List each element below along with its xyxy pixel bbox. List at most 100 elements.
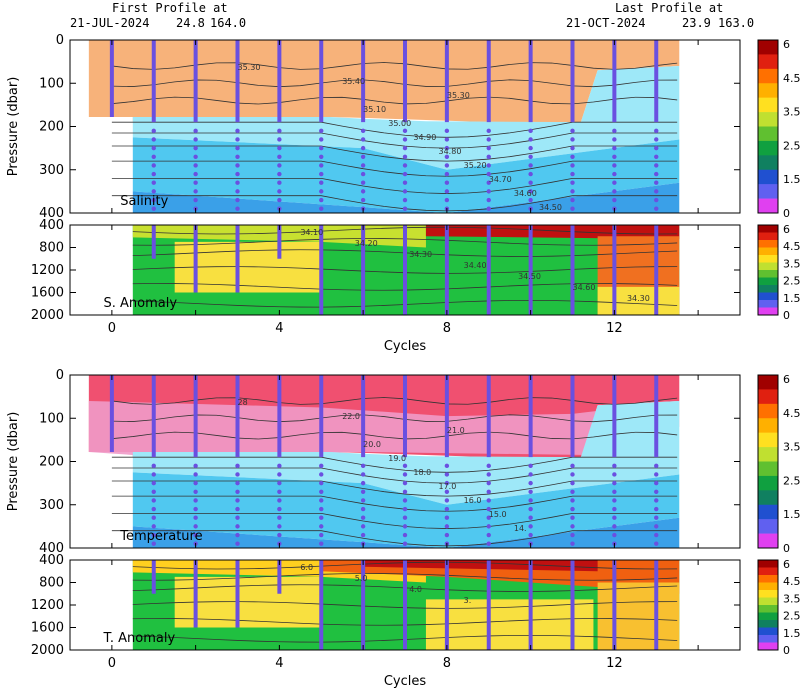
profile-dot	[654, 472, 659, 477]
profile-dot	[235, 137, 240, 142]
contour-label: 34.60	[514, 189, 537, 198]
colorbar-swatch	[758, 582, 778, 591]
profile-dot	[612, 163, 617, 168]
profile-dot	[402, 489, 408, 494]
profile-dot	[235, 472, 240, 477]
profile-dot	[360, 489, 366, 494]
contour-label: 35.10	[363, 105, 386, 114]
profile-dot	[612, 154, 617, 159]
profile-dot	[193, 171, 198, 177]
panel-title: Salinity	[120, 194, 168, 209]
x-tick-label: 12	[606, 321, 623, 336]
profile-dot	[277, 197, 282, 203]
colorbar-swatch	[758, 627, 778, 636]
contour-line	[111, 495, 678, 512]
x-tick-label: 0	[108, 656, 116, 671]
colorbar-swatch	[758, 255, 778, 263]
y-tick-label: 200	[39, 120, 64, 135]
profile-dot	[193, 189, 198, 194]
profile-dot	[277, 472, 282, 477]
profile-dot	[654, 171, 659, 177]
profile-dot	[444, 506, 450, 512]
profile-dot	[402, 463, 408, 469]
profile-dot	[528, 489, 533, 494]
profile-dot	[402, 472, 408, 477]
profile-dot	[319, 154, 324, 159]
profile-dot	[402, 197, 408, 203]
profile-dot	[612, 472, 617, 477]
profile-dot	[402, 532, 408, 538]
profile-dot	[444, 154, 450, 159]
contour-label: 20.0	[363, 440, 381, 449]
profile-dot	[654, 532, 659, 538]
profile-dot	[570, 137, 575, 142]
plot-area: 28 22.0 21.0 20.0 19.0 18.0 17.0 16.0 15.0 14.	[88, 375, 680, 548]
profile-dot	[570, 171, 575, 177]
colorbar-swatch	[758, 418, 778, 433]
y-tick-label: 400	[39, 541, 64, 556]
profile-dot	[193, 180, 198, 185]
profile-dot	[528, 128, 533, 134]
y-tick-label: 1600	[31, 621, 64, 636]
y-tick-label: 400	[39, 206, 64, 221]
profile-dot	[654, 506, 659, 512]
colorbar-tick-label: 1.5	[783, 508, 800, 521]
profile-dot	[193, 197, 198, 203]
profile-dot	[319, 163, 324, 168]
colorbar-tick-label: 4.5	[783, 575, 800, 588]
contour-label: 34.50	[518, 272, 541, 281]
profile-dot	[360, 472, 366, 477]
profile-dot	[444, 145, 450, 151]
profile-dot	[319, 189, 324, 194]
colorbar-tick-label: 6	[783, 223, 790, 236]
profile-dot	[277, 163, 282, 168]
profile-dot	[277, 489, 282, 494]
profile-dot	[528, 480, 533, 486]
colorbar-swatch	[758, 68, 778, 84]
profile-dot	[486, 189, 491, 194]
profile-dot	[612, 128, 617, 134]
colorbar-swatch	[758, 270, 778, 278]
x-tick-label: 0	[108, 321, 116, 336]
y-tick-label: 1200	[31, 598, 64, 613]
profile-dot	[444, 180, 450, 185]
profile-dot	[193, 489, 198, 494]
colorbar-swatch	[758, 240, 778, 248]
profile-dot	[444, 137, 450, 142]
profile-dot	[654, 463, 659, 469]
y-tick-label: 200	[39, 455, 64, 470]
profile-dot	[402, 137, 408, 142]
profile-dot	[193, 145, 198, 151]
profile-dot	[486, 180, 491, 185]
profile-dot	[151, 463, 156, 469]
profile-dot	[654, 480, 659, 486]
profile-dot	[570, 480, 575, 486]
last-profile-date: 21-OCT-2024	[566, 16, 645, 30]
colorbar-swatch	[758, 504, 778, 520]
colorbar-tick-label: 6	[783, 558, 790, 571]
colorbar-swatch	[758, 567, 778, 576]
profile-dot	[528, 498, 533, 503]
profile-dot	[486, 163, 491, 168]
colorbar-swatch	[758, 225, 778, 233]
profile-dot	[570, 498, 575, 503]
profile-dot	[528, 145, 533, 151]
profile-dot	[360, 154, 366, 159]
profile-dot	[486, 206, 491, 211]
transition-layer	[132, 65, 680, 170]
profile-dot	[151, 154, 156, 159]
profile-dot	[486, 128, 491, 134]
colorbar-frame	[757, 559, 779, 651]
profile-dot	[151, 515, 156, 520]
profile-dot	[612, 506, 617, 512]
x-tick-label: 4	[275, 321, 283, 336]
contour-line	[111, 145, 678, 162]
profile-dot	[612, 137, 617, 142]
profile-dot	[570, 506, 575, 512]
contour-label: 17.0	[439, 482, 457, 491]
profile-dot	[151, 480, 156, 486]
profile-dot	[444, 472, 450, 477]
contour-line	[111, 132, 678, 149]
profile-dot	[486, 489, 491, 494]
